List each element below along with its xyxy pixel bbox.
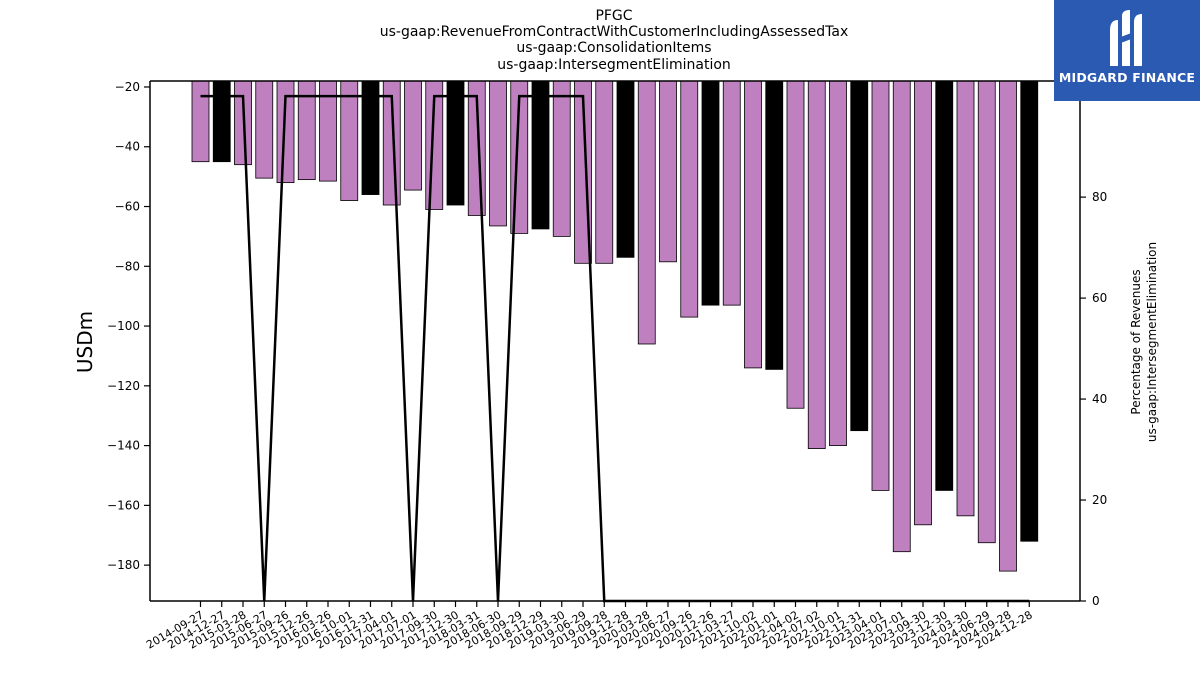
bar-2024-09-28 [999,80,1017,572]
bar-2024-03-30 [956,80,975,517]
bar-2022-01-01 [765,80,784,370]
x-axis-ticks: 2014-09-272014-12-272015-03-282015-06-27… [144,601,1035,652]
bar-2024-12-28 [1020,80,1039,542]
y-tick-label: −140 [107,439,140,453]
y-tick-label: −80 [115,259,140,273]
y-tick-label: −40 [115,140,140,154]
bar-2020-12-26 [701,80,720,306]
bar-2016-10-01 [340,80,359,201]
axes [149,80,1081,602]
y-axis-right-label-line-2: us-gaap:IntersegmentElimination [1145,242,1159,442]
bar-2024-06-29 [977,80,996,544]
y-axis-left-ticks: −20 −40 −60 −80 −100 −120 −140 −160 −180 [107,80,150,572]
bar-2022-07-02 [807,80,826,449]
bar-2018-06-30 [489,80,507,227]
logo-text: MIDGARD FINANCE [1058,70,1196,85]
bar-2021-10-02 [744,80,762,369]
y-axis-right-ticks: 020406080100 [1080,89,1115,608]
title-line-1: PFGC [595,8,632,24]
bar-2019-09-28 [595,80,614,264]
bar-2023-07-01 [892,80,911,553]
chart-title: PFGC us-gaap:RevenueFromContractWithCust… [380,8,849,73]
y-tick-label: −160 [107,498,140,512]
bar-2017-12-30 [446,80,465,206]
bar-2019-03-30 [552,80,571,237]
title-line-2: us-gaap:RevenueFromContractWithCustomerI… [380,24,849,40]
bar-2021-03-27 [722,80,741,306]
bar-2022-04-02 [786,80,805,409]
title-line-4: us-gaap:IntersegmentElimination [497,57,731,73]
y-axis-right-label-line-1: Percentage of Revenues [1129,269,1143,414]
bar-2015-06-27 [255,80,274,179]
bar-series [191,80,1039,572]
bar-2023-09-30 [914,80,932,526]
bar-2022-10-01 [829,80,847,447]
y-right-tick-label: 80 [1092,190,1107,204]
logo-mark-icon [1110,10,1142,66]
y-axis-left-label: USDm [73,311,97,373]
title-line-3: us-gaap:ConsolidationItems [516,40,711,56]
y-right-tick-label: 0 [1092,594,1100,608]
bar-2016-12-31 [361,80,380,195]
bar-2020-06-27 [659,80,677,263]
bar-2020-03-28 [637,80,656,345]
bar-2020-09-26 [680,80,699,318]
y-tick-label: −120 [107,379,140,393]
y-right-tick-label: 20 [1092,493,1107,507]
bar-2023-12-30 [935,80,954,491]
bar-2019-12-28 [616,80,635,258]
y-right-tick-label: 40 [1092,392,1107,406]
bar-2017-07-01 [404,80,422,191]
y-tick-label: −100 [107,319,140,333]
y-tick-label: −60 [115,200,140,214]
bar-2023-04-01 [871,80,890,491]
y-tick-label: −20 [115,80,140,94]
bar-2014-12-27 [212,80,231,163]
bar-2018-12-29 [531,80,550,230]
bar-2014-09-27 [191,80,210,163]
bar-2022-12-31 [850,80,869,432]
y-right-tick-label: 60 [1092,291,1107,305]
midgard-finance-logo: MIDGARD FINANCE [1054,0,1200,101]
y-tick-label: −180 [107,558,140,572]
